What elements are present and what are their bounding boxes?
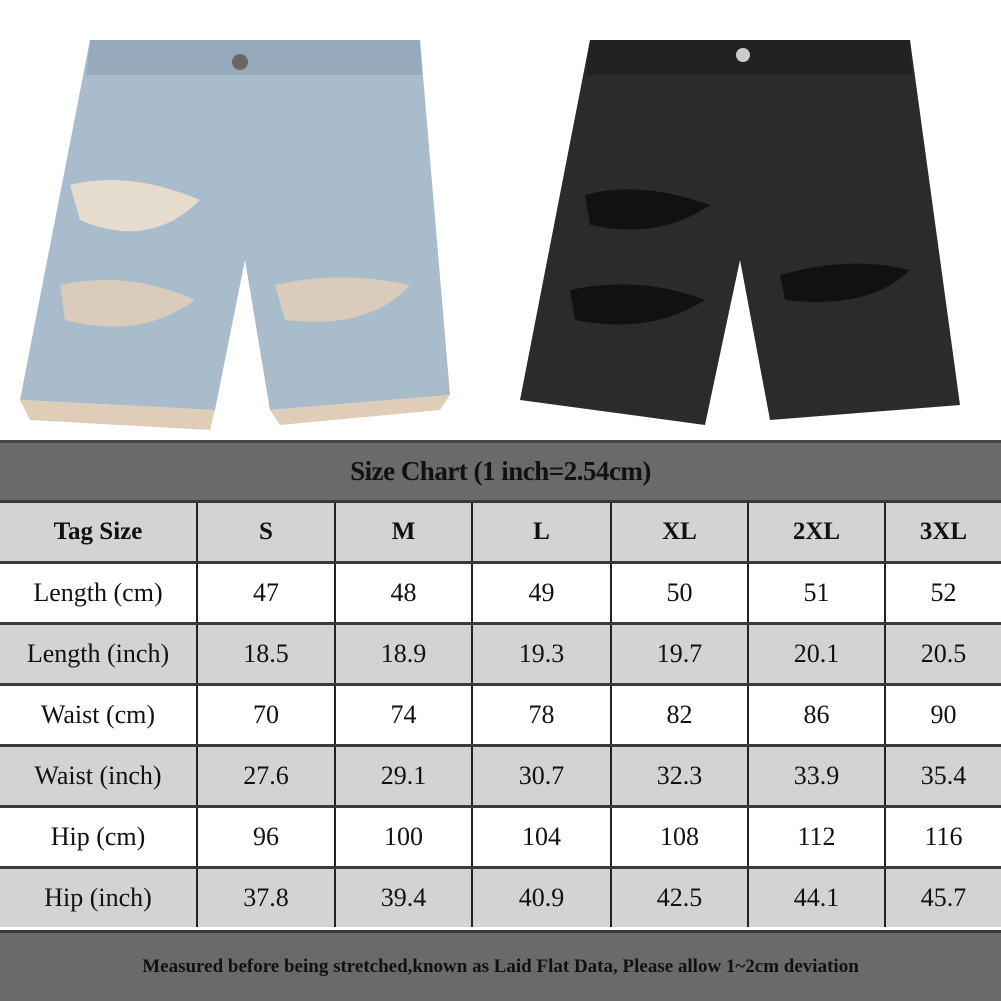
table-cell: 52 bbox=[884, 561, 1001, 624]
table-cell: 20.5 bbox=[884, 622, 1001, 685]
table-cell: 104 bbox=[471, 805, 611, 868]
table-header-row: Tag Size S M L XL 2XL 3XL bbox=[0, 500, 1001, 563]
size-chart: Size Chart (1 inch=2.54cm) Tag Size S M L XL… bbox=[0, 440, 1001, 1001]
table-cell: 40.9 bbox=[471, 866, 611, 927]
table-cell: 39.4 bbox=[334, 866, 472, 927]
table-cell: 108 bbox=[610, 805, 748, 868]
row-label: Hip (inch) bbox=[0, 866, 197, 927]
table-cell: 96 bbox=[196, 805, 335, 868]
table-cell: 50 bbox=[610, 561, 748, 624]
table-cell: 32.3 bbox=[610, 744, 748, 807]
table-cell: 42.5 bbox=[610, 866, 748, 927]
table-row: Length (cm) 47 48 49 50 51 52 bbox=[0, 561, 1001, 624]
table-cell: 27.6 bbox=[196, 744, 335, 807]
table-cell: 18.5 bbox=[196, 622, 335, 685]
table-cell: 112 bbox=[747, 805, 885, 868]
table-row: Hip (inch) 37.8 39.4 40.9 42.5 44.1 45.7 bbox=[0, 866, 1001, 927]
table-cell: L bbox=[471, 500, 611, 563]
light-denim-shorts-image bbox=[20, 40, 450, 430]
table-cell: 30.7 bbox=[471, 744, 611, 807]
table-cell: 44.1 bbox=[747, 866, 885, 927]
table-row: Length (inch) 18.5 18.9 19.3 19.7 20.1 20.5 bbox=[0, 622, 1001, 685]
row-label: Waist (inch) bbox=[0, 744, 197, 807]
table-cell: 49 bbox=[471, 561, 611, 624]
row-label: Length (inch) bbox=[0, 622, 197, 685]
table-cell: 47 bbox=[196, 561, 335, 624]
table-cell: 86 bbox=[747, 683, 885, 746]
measurement-note: Measured before being stretched,known as… bbox=[0, 930, 1001, 1001]
table-row: Waist (cm) 70 74 78 82 86 90 bbox=[0, 683, 1001, 746]
table-cell: 82 bbox=[610, 683, 748, 746]
row-label: Waist (cm) bbox=[0, 683, 197, 746]
black-denim-shorts-image bbox=[520, 40, 960, 425]
product-photos bbox=[0, 0, 1001, 440]
table-cell: 33.9 bbox=[747, 744, 885, 807]
table-cell: 19.7 bbox=[610, 622, 748, 685]
table-cell: 48 bbox=[334, 561, 472, 624]
size-chart-title: Size Chart (1 inch=2.54cm) bbox=[0, 440, 1001, 500]
table-cell: XL bbox=[610, 500, 748, 563]
table-cell: 51 bbox=[747, 561, 885, 624]
table-cell: 20.1 bbox=[747, 622, 885, 685]
table-cell: 2XL bbox=[747, 500, 885, 563]
row-label: Tag Size bbox=[0, 500, 197, 563]
table-cell: 78 bbox=[471, 683, 611, 746]
table-cell: 37.8 bbox=[196, 866, 335, 927]
table-cell: 100 bbox=[334, 805, 472, 868]
table-cell: 18.9 bbox=[334, 622, 472, 685]
row-label: Length (cm) bbox=[0, 561, 197, 624]
table-cell: 3XL bbox=[884, 500, 1001, 563]
table-cell: 45.7 bbox=[884, 866, 1001, 927]
table-cell: 90 bbox=[884, 683, 1001, 746]
table-cell: 70 bbox=[196, 683, 335, 746]
table-cell: 19.3 bbox=[471, 622, 611, 685]
table-row: Hip (cm) 96 100 104 108 112 116 bbox=[0, 805, 1001, 868]
table-cell: M bbox=[334, 500, 472, 563]
table-row: Waist (inch) 27.6 29.1 30.7 32.3 33.9 35.4 bbox=[0, 744, 1001, 807]
table-cell: S bbox=[196, 500, 335, 563]
table-cell: 116 bbox=[884, 805, 1001, 868]
table-cell: 29.1 bbox=[334, 744, 472, 807]
row-label: Hip (cm) bbox=[0, 805, 197, 868]
table-cell: 35.4 bbox=[884, 744, 1001, 807]
table-cell: 74 bbox=[334, 683, 472, 746]
size-table: Tag Size S M L XL 2XL 3XL Length (cm) 47 48 49 50 51… bbox=[0, 500, 1001, 927]
